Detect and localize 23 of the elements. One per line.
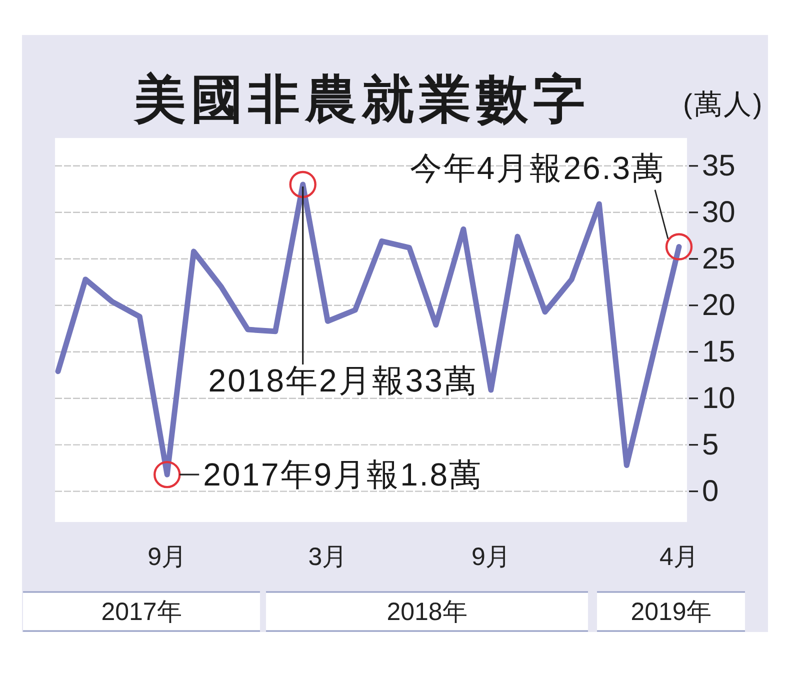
- point: [289, 170, 316, 198]
- y-tick-label: 0: [702, 474, 719, 508]
- y-tick-label: 25: [702, 242, 736, 276]
- point: [665, 233, 693, 260]
- x-tick-label: 4月: [660, 543, 698, 571]
- y-tick-label: 15: [702, 335, 736, 368]
- y-tick-label: 10: [702, 382, 736, 415]
- y-tick-label: 5: [702, 428, 719, 462]
- x-tick-label: 9月: [148, 543, 187, 571]
- y-axis-title: (萬人): [683, 88, 764, 120]
- chart-title: 美國非農就業數字: [133, 71, 590, 129]
- annotation: 今年4月報26.3萬: [410, 150, 665, 186]
- annotation: 2018年2月報33萬: [208, 362, 478, 398]
- year-group: 2019年: [597, 591, 745, 632]
- x-tick-label: 9月: [471, 543, 510, 571]
- callout: 2017年9月報1.8萬: [180, 456, 483, 493]
- y-tick-label: 20: [702, 288, 736, 322]
- x-tick-label: 3月: [308, 543, 348, 571]
- year-group: 2017年: [23, 591, 260, 632]
- point: [154, 460, 181, 488]
- y-tick-label: 35: [702, 149, 736, 182]
- year-group: 2018年: [266, 591, 588, 632]
- y-tick-label: 30: [702, 196, 736, 229]
